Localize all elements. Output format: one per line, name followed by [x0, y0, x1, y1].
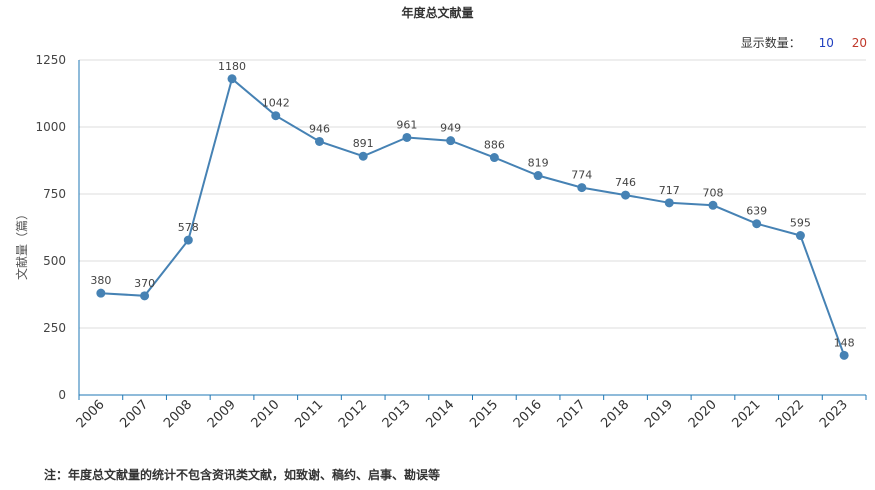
x-tick-label: 2016: [511, 397, 545, 431]
data-label: 380: [90, 274, 111, 287]
x-tick-label: 2022: [773, 397, 807, 431]
x-tick-label: 2017: [555, 397, 589, 431]
data-labels: 380 370 578 1180 1042 946 891 961 949 886 819 774 74…: [90, 60, 854, 350]
data-label: 819: [528, 157, 549, 170]
data-label: 595: [790, 217, 811, 230]
data-label: 946: [309, 122, 330, 135]
data-label: 717: [659, 184, 680, 197]
data-label: 886: [484, 139, 505, 152]
x-tick-label: 2011: [292, 397, 326, 431]
data-label: 961: [396, 118, 417, 131]
data-label: 370: [134, 277, 155, 290]
data-point[interactable]: [533, 171, 543, 181]
x-tick-label: 2008: [161, 397, 195, 431]
data-point[interactable]: [795, 231, 805, 241]
data-point[interactable]: [358, 151, 368, 161]
data-point[interactable]: [446, 136, 456, 146]
data-points: [96, 74, 849, 360]
gridlines: [79, 59, 866, 329]
data-point[interactable]: [271, 111, 281, 121]
y-axis: 0 250 500 750 1000 1250: [35, 53, 80, 402]
x-tick-label: 2010: [249, 397, 283, 431]
x-tick-label: 2012: [336, 397, 370, 431]
data-label: 949: [440, 122, 461, 135]
y-tick-label: 250: [43, 321, 66, 335]
y-axis-label: 文献量（篇）: [14, 208, 29, 280]
x-tick-label: 2006: [74, 397, 108, 431]
data-point[interactable]: [96, 288, 106, 298]
data-point[interactable]: [489, 153, 499, 163]
data-label: 746: [615, 176, 636, 189]
data-point[interactable]: [183, 235, 193, 245]
chart-title: 年度总文献量: [401, 6, 474, 20]
y-tick-label: 1250: [35, 53, 66, 67]
x-tick-label: 2018: [598, 397, 632, 431]
data-label: 891: [353, 137, 374, 150]
data-point[interactable]: [402, 132, 412, 142]
data-point[interactable]: [664, 198, 674, 208]
series-line: [100, 77, 846, 356]
y-tick-label: 750: [43, 187, 66, 201]
x-tick-label: 2019: [642, 397, 676, 431]
x-axis: 2006 2007 2008 2009 2010 2011 2012 2013 2014 2015…: [74, 394, 867, 431]
x-tick-label: 2007: [117, 397, 151, 431]
footnote: 注：年度总文献量的统计不包含资讯类文献，如致谢、稿约、启事、勘误等: [44, 468, 441, 482]
y-tick-label: 500: [43, 254, 66, 268]
data-label: 708: [702, 186, 723, 199]
data-point[interactable]: [227, 74, 237, 84]
data-point[interactable]: [577, 183, 587, 193]
x-tick-label: 2009: [205, 397, 239, 431]
x-tick-label: 2021: [730, 397, 764, 431]
data-point[interactable]: [314, 136, 324, 146]
data-point[interactable]: [839, 350, 849, 360]
x-tick-label: 2014: [423, 397, 457, 431]
display-count-label: 显示数量：: [740, 36, 801, 50]
y-tick-label: 1000: [35, 120, 66, 134]
y-tick-label: 0: [58, 388, 66, 402]
x-tick-label: 2013: [380, 397, 414, 431]
data-label: 774: [571, 169, 592, 182]
display-count-selector: 显示数量： 10 20: [741, 34, 867, 51]
data-label: 1042: [262, 97, 290, 110]
data-label: 1180: [218, 60, 246, 73]
data-point[interactable]: [621, 190, 631, 200]
data-point[interactable]: [708, 200, 718, 210]
display-count-option-20[interactable]: 20: [851, 36, 867, 50]
data-label: 639: [746, 205, 767, 218]
display-count-option-10[interactable]: 10: [818, 36, 834, 50]
x-tick-label: 2015: [467, 397, 501, 431]
x-tick-label: 2020: [686, 397, 720, 431]
data-label: 148: [834, 336, 855, 349]
data-point[interactable]: [140, 291, 150, 301]
data-label: 578: [178, 221, 199, 234]
data-point[interactable]: [752, 219, 762, 229]
x-tick-label: 2023: [817, 397, 851, 431]
